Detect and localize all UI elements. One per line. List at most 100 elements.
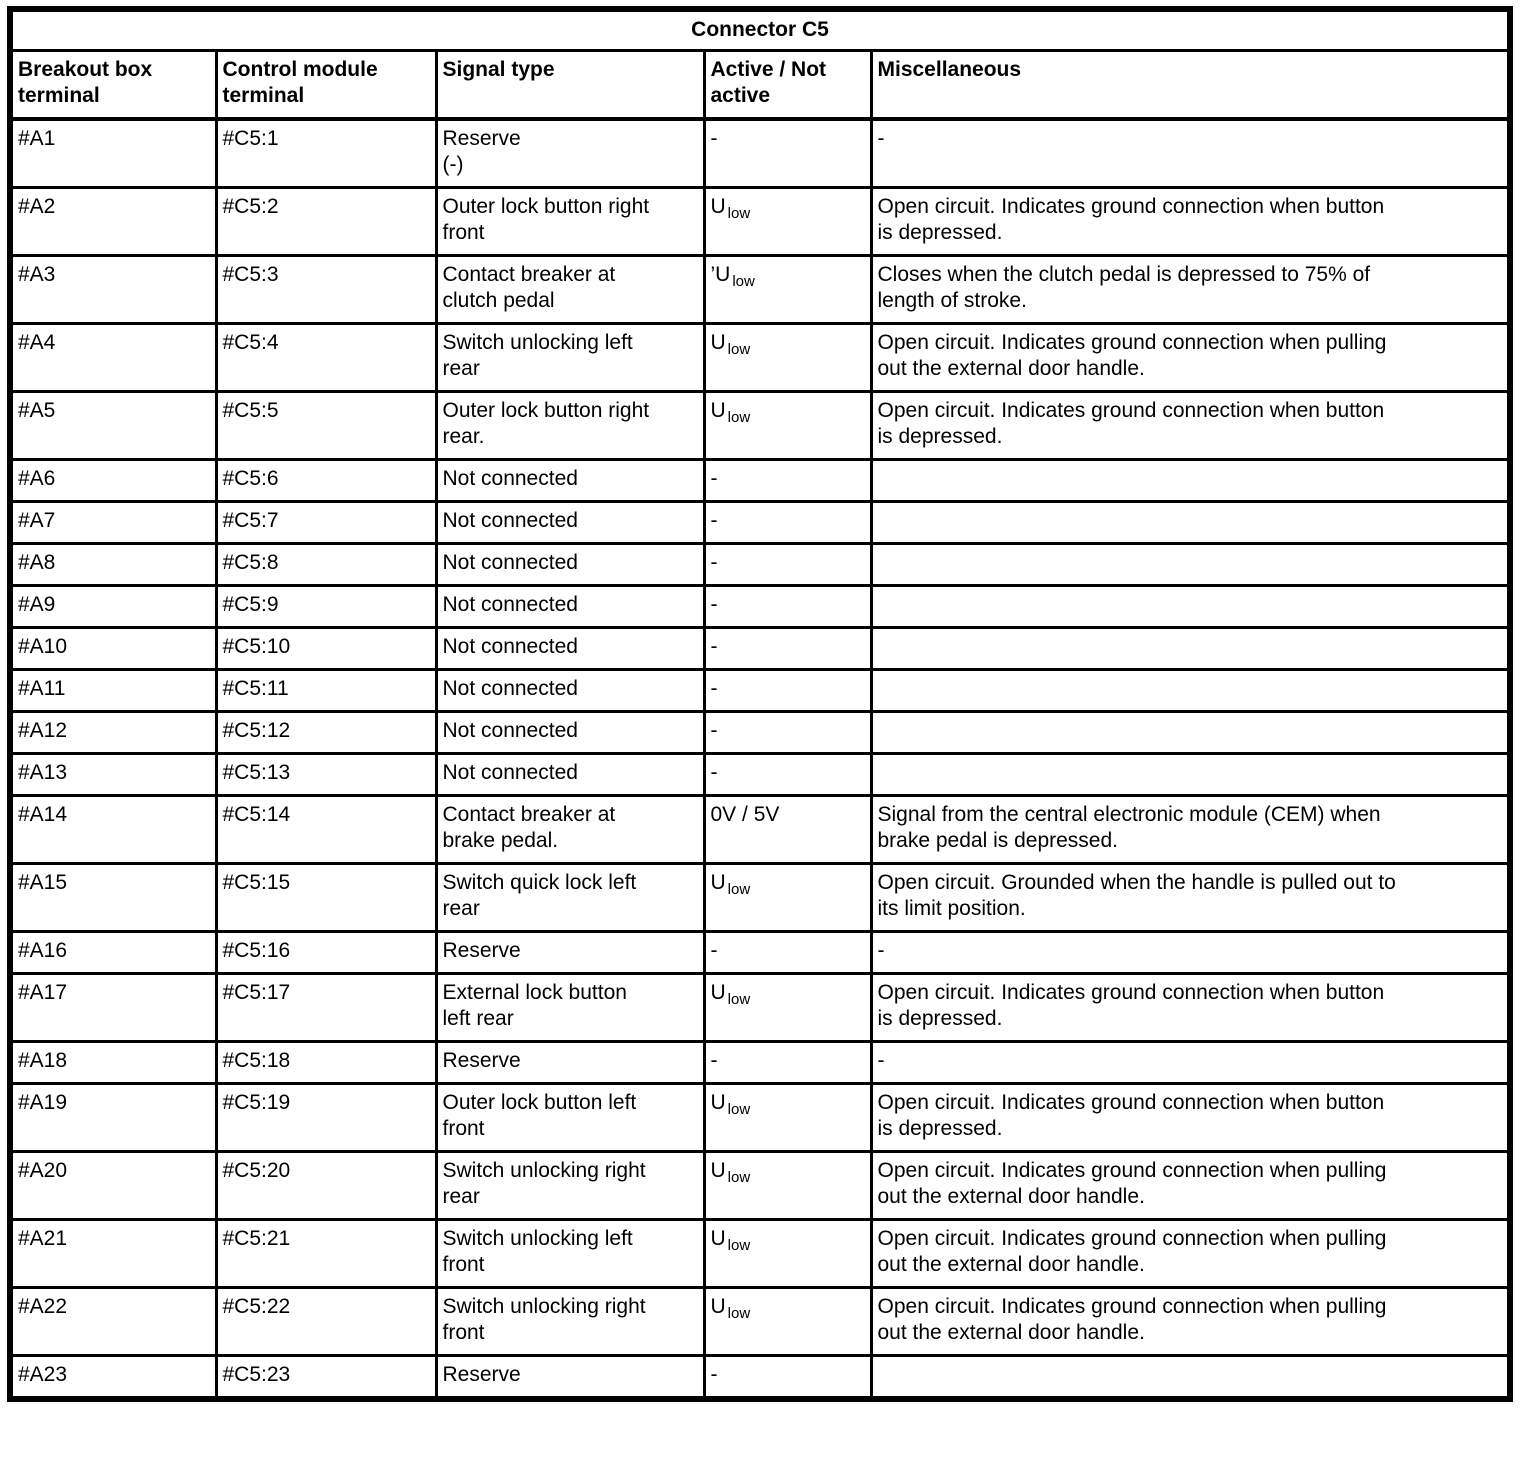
table-row: #A1 #C5:1 Reserve (-) - - [8, 117, 1512, 189]
cell-miscellaneous [869, 584, 1512, 629]
table-row: #A23 #C5:23 Reserve - [8, 1354, 1512, 1401]
cell-signal-type: Outer lock button left front [434, 1082, 706, 1153]
table-row: #A12 #C5:12 Not connected - [8, 710, 1512, 755]
table-body: #A1 #C5:1 Reserve (-) - - #A2 #C5:2 Outer lock … [8, 117, 1512, 1401]
table-title-row: Connector C5 [8, 7, 1512, 52]
cell-signal-type: Switch unlocking left rear [434, 322, 706, 393]
cell-miscellaneous: Open circuit. Indicates ground connectio… [869, 972, 1512, 1043]
cell-active-state: - [702, 1040, 873, 1085]
table-row: #A17 #C5:17 External lock button left rear… [8, 972, 1512, 1043]
cell-control-module-terminal: #C5:10 [214, 626, 438, 671]
cell-miscellaneous [869, 500, 1512, 545]
table-row: #A13 #C5:13 Not connected - [8, 752, 1512, 797]
cell-breakout-box-terminal: #A10 [8, 626, 218, 671]
cell-breakout-box-terminal: #A18 [8, 1040, 218, 1085]
cell-miscellaneous: Open circuit. Indicates ground connectio… [869, 390, 1512, 461]
cell-control-module-terminal: #C5:7 [214, 500, 438, 545]
cell-breakout-box-terminal: #A3 [8, 254, 218, 325]
cell-signal-type: Not connected [434, 668, 706, 713]
subscript-label: low [732, 273, 755, 290]
cell-signal-type: Reserve [434, 930, 706, 975]
cell-active-state: - [702, 710, 873, 755]
cell-signal-type: Outer lock button right front [434, 186, 706, 257]
cell-signal-type: Not connected [434, 458, 706, 503]
table-row: #A3 #C5:3 Contact breaker at clutch pedal’… [8, 254, 1512, 325]
cell-control-module-terminal: #C5:15 [214, 862, 438, 933]
cell-breakout-box-terminal: #A9 [8, 584, 218, 629]
cell-control-module-terminal: #C5:16 [214, 930, 438, 975]
subscript-label: low [727, 341, 751, 358]
cell-control-module-terminal: #C5:6 [214, 458, 438, 503]
cell-control-module-terminal: #C5:11 [214, 668, 438, 713]
subscript-label: low [727, 991, 751, 1008]
cell-signal-type: Not connected [434, 752, 706, 797]
cell-miscellaneous: Closes when the clutch pedal is depresse… [869, 254, 1512, 325]
cell-control-module-terminal: #C5:14 [214, 794, 438, 865]
cell-miscellaneous [869, 626, 1512, 671]
table-row: #A9 #C5:9 Not connected - [8, 584, 1512, 629]
cell-control-module-terminal: #C5:19 [214, 1082, 438, 1153]
cell-control-module-terminal: #C5:2 [214, 186, 438, 257]
cell-signal-type: Reserve [434, 1354, 706, 1401]
column-header-breakout-box-terminal: Breakout box terminal [8, 49, 218, 121]
cell-signal-type: Switch quick lock left rear [434, 862, 706, 933]
cell-breakout-box-terminal: #A15 [8, 862, 218, 933]
cell-control-module-terminal: #C5:21 [214, 1218, 438, 1289]
cell-signal-type: Not connected [434, 626, 706, 671]
cell-miscellaneous [869, 752, 1512, 797]
cell-miscellaneous [869, 542, 1512, 587]
cell-signal-type: Outer lock button right rear. [434, 390, 706, 461]
cell-breakout-box-terminal: #A2 [8, 186, 218, 257]
cell-control-module-terminal: #C5:18 [214, 1040, 438, 1085]
cell-control-module-terminal: #C5:8 [214, 542, 438, 587]
cell-control-module-terminal: #C5:3 [214, 254, 438, 325]
table-row: #A14 #C5:14 Contact breaker at brake pedal… [8, 794, 1512, 865]
subscript-label: low [727, 881, 751, 898]
cell-control-module-terminal: #C5:1 [214, 117, 438, 189]
cell-active-state: - [702, 542, 873, 587]
cell-control-module-terminal: #C5:13 [214, 752, 438, 797]
cell-breakout-box-terminal: #A1 [8, 117, 218, 189]
cell-breakout-box-terminal: #A16 [8, 930, 218, 975]
subscript-label: low [727, 1305, 751, 1322]
cell-signal-type: External lock button left rear [434, 972, 706, 1043]
cell-signal-type: Not connected [434, 710, 706, 755]
cell-miscellaneous: Open circuit. Indicates ground connectio… [869, 322, 1512, 393]
subscript-label: low [727, 205, 751, 222]
cell-active-state: - [702, 584, 873, 629]
cell-miscellaneous: Open circuit. Indicates ground connectio… [869, 1082, 1512, 1153]
cell-active-state: - [702, 752, 873, 797]
cell-breakout-box-terminal: #A20 [8, 1150, 218, 1221]
cell-breakout-box-terminal: #A14 [8, 794, 218, 865]
cell-active-state: - [702, 458, 873, 503]
cell-miscellaneous: Open circuit. Indicates ground connectio… [869, 186, 1512, 257]
cell-miscellaneous: - [869, 117, 1512, 189]
cell-breakout-box-terminal: #A11 [8, 668, 218, 713]
cell-breakout-box-terminal: #A23 [8, 1354, 218, 1401]
cell-miscellaneous [869, 710, 1512, 755]
cell-signal-type: Switch unlocking left front [434, 1218, 706, 1289]
connector-c5-table: Connector C5 Breakout box terminal Contr… [7, 6, 1513, 1402]
cell-signal-type: Not connected [434, 584, 706, 629]
cell-miscellaneous [869, 1354, 1512, 1401]
column-header-control-module-terminal: Control module terminal [214, 49, 438, 121]
cell-breakout-box-terminal: #A8 [8, 542, 218, 587]
cell-control-module-terminal: #C5:23 [214, 1354, 438, 1401]
cell-breakout-box-terminal: #A7 [8, 500, 218, 545]
subscript-label: low [727, 1237, 751, 1254]
cell-signal-type: Switch unlocking right rear [434, 1150, 706, 1221]
cell-miscellaneous: Open circuit. Indicates ground connectio… [869, 1218, 1512, 1289]
cell-signal-type: Switch unlocking right front [434, 1286, 706, 1357]
cell-breakout-box-terminal: #A5 [8, 390, 218, 461]
cell-control-module-terminal: #C5:4 [214, 322, 438, 393]
cell-active-state: - [702, 1354, 873, 1401]
cell-miscellaneous: Open circuit. Indicates ground connectio… [869, 1150, 1512, 1221]
